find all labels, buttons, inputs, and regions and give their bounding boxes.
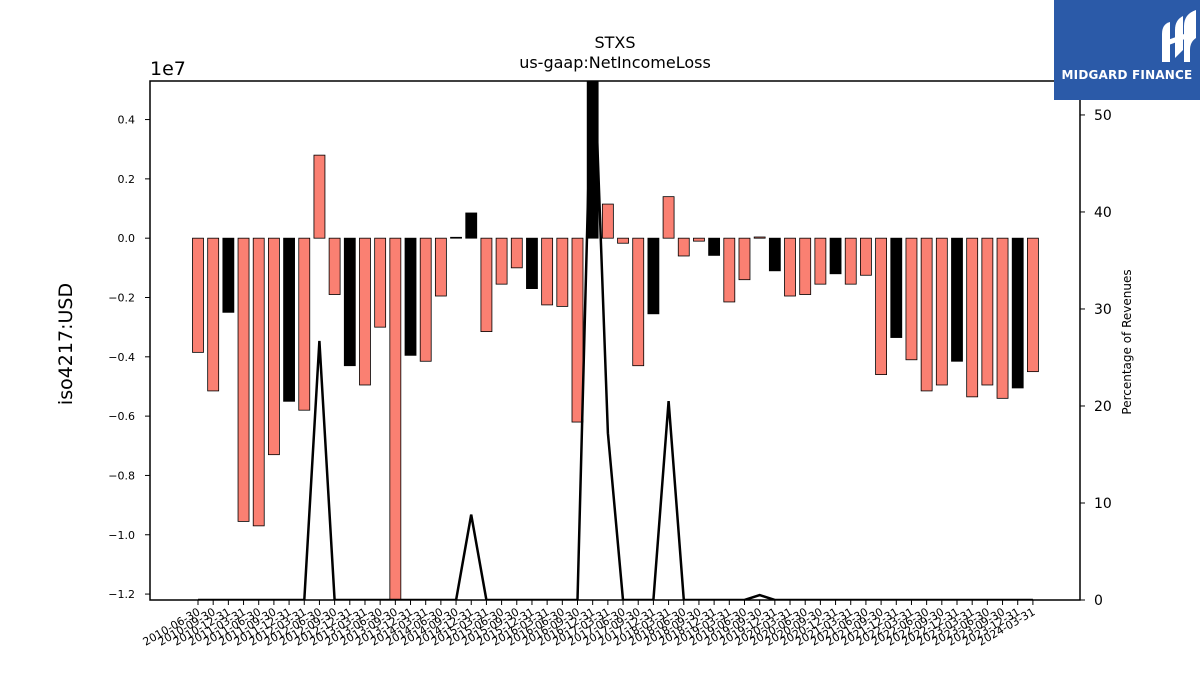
pct-line: [198, 81, 1033, 600]
bar: [981, 237, 994, 386]
bar: [784, 237, 796, 297]
bar: [267, 237, 280, 456]
bar: [860, 237, 872, 276]
bar: [723, 237, 736, 303]
bar: [571, 237, 584, 423]
bar: [510, 237, 523, 269]
bar: [996, 237, 1009, 399]
bar: [1011, 237, 1024, 389]
y-axis-label: iso4217:USD: [55, 283, 77, 405]
bar: [677, 237, 690, 257]
bar: [283, 237, 295, 402]
bar: [1027, 237, 1039, 373]
bar: [920, 237, 933, 392]
bar: [799, 237, 812, 295]
bar: [601, 203, 614, 239]
bar: [829, 237, 842, 275]
bar: [252, 237, 265, 527]
bar: [708, 237, 721, 256]
bar: [298, 237, 311, 411]
y-offset-label: 1e7: [150, 58, 186, 80]
bar: [617, 237, 629, 244]
y2-tick-label: 30: [1094, 302, 1112, 318]
y-tick-label: −1.0: [108, 529, 135, 542]
bar: [207, 237, 220, 392]
bar: [966, 237, 979, 398]
bar: [192, 237, 204, 353]
bar: [556, 237, 569, 307]
brand-name: MIDGARD FINANCE: [1061, 68, 1193, 82]
logo-mark-icon: [1162, 10, 1196, 62]
bar: [328, 237, 341, 295]
bar: [935, 237, 948, 386]
plot-frame: [149, 80, 1081, 601]
y2-tick-label: 40: [1094, 205, 1112, 221]
y2-tick-label: 20: [1094, 399, 1112, 415]
y2-tick-label: 0: [1094, 593, 1103, 609]
bar: [419, 237, 432, 362]
bar: [844, 237, 857, 285]
pct-line-group: [198, 81, 1033, 600]
chart-title: STXS: [594, 33, 635, 52]
bar: [768, 237, 781, 272]
y2-tick-label: 10: [1094, 496, 1112, 512]
y-tick-label: 0.2: [118, 173, 136, 186]
y2-axis-label: Percentage of Revenues: [1120, 269, 1134, 414]
bar: [890, 237, 903, 338]
bar: [495, 237, 508, 285]
y-ticks-group: −1.2 −1.0 −0.8 −0.6 −0.4 −0.2 0.0 0.2 0.4: [108, 114, 150, 601]
bar: [632, 237, 645, 367]
bar: [647, 237, 660, 315]
bar: [541, 237, 554, 306]
bar: [222, 237, 235, 313]
bar: [359, 237, 371, 386]
bar: [313, 154, 326, 239]
bar: [404, 237, 417, 356]
bar: [693, 237, 705, 242]
bar: [753, 236, 766, 239]
y-tick-label: 0.4: [118, 114, 136, 127]
bar: [662, 196, 675, 239]
bar: [480, 237, 493, 333]
y-tick-label: −0.2: [108, 291, 135, 304]
x-ticks-group: 2010-06-302010-09-302010-12-312011-03-31…: [141, 600, 1037, 649]
y-tick-label: 0.0: [118, 232, 136, 245]
bar: [374, 237, 387, 328]
y-tick-label: −0.8: [108, 469, 135, 482]
bar: [434, 237, 447, 297]
bars-group: [192, 81, 1039, 600]
chart-subtitle: us-gaap:NetIncomeLoss: [519, 53, 711, 72]
bar: [450, 236, 462, 239]
bar: [465, 212, 478, 239]
bar: [814, 237, 827, 285]
y-tick-label: −0.6: [108, 410, 135, 423]
bar: [875, 237, 887, 376]
y2-tick-label: 50: [1094, 108, 1112, 124]
bar: [951, 237, 963, 362]
bar: [389, 237, 402, 600]
y2-ticks-group: 0 10 20 30 40 50: [1080, 108, 1112, 609]
bar: [738, 237, 751, 281]
brand-logo: MIDGARD FINANCE: [1054, 0, 1200, 100]
bar: [526, 237, 538, 290]
y-tick-label: −1.2: [108, 588, 135, 601]
bar: [237, 237, 250, 522]
bar: [905, 237, 918, 361]
y-tick-label: −0.4: [108, 351, 135, 364]
bar: [343, 237, 356, 367]
